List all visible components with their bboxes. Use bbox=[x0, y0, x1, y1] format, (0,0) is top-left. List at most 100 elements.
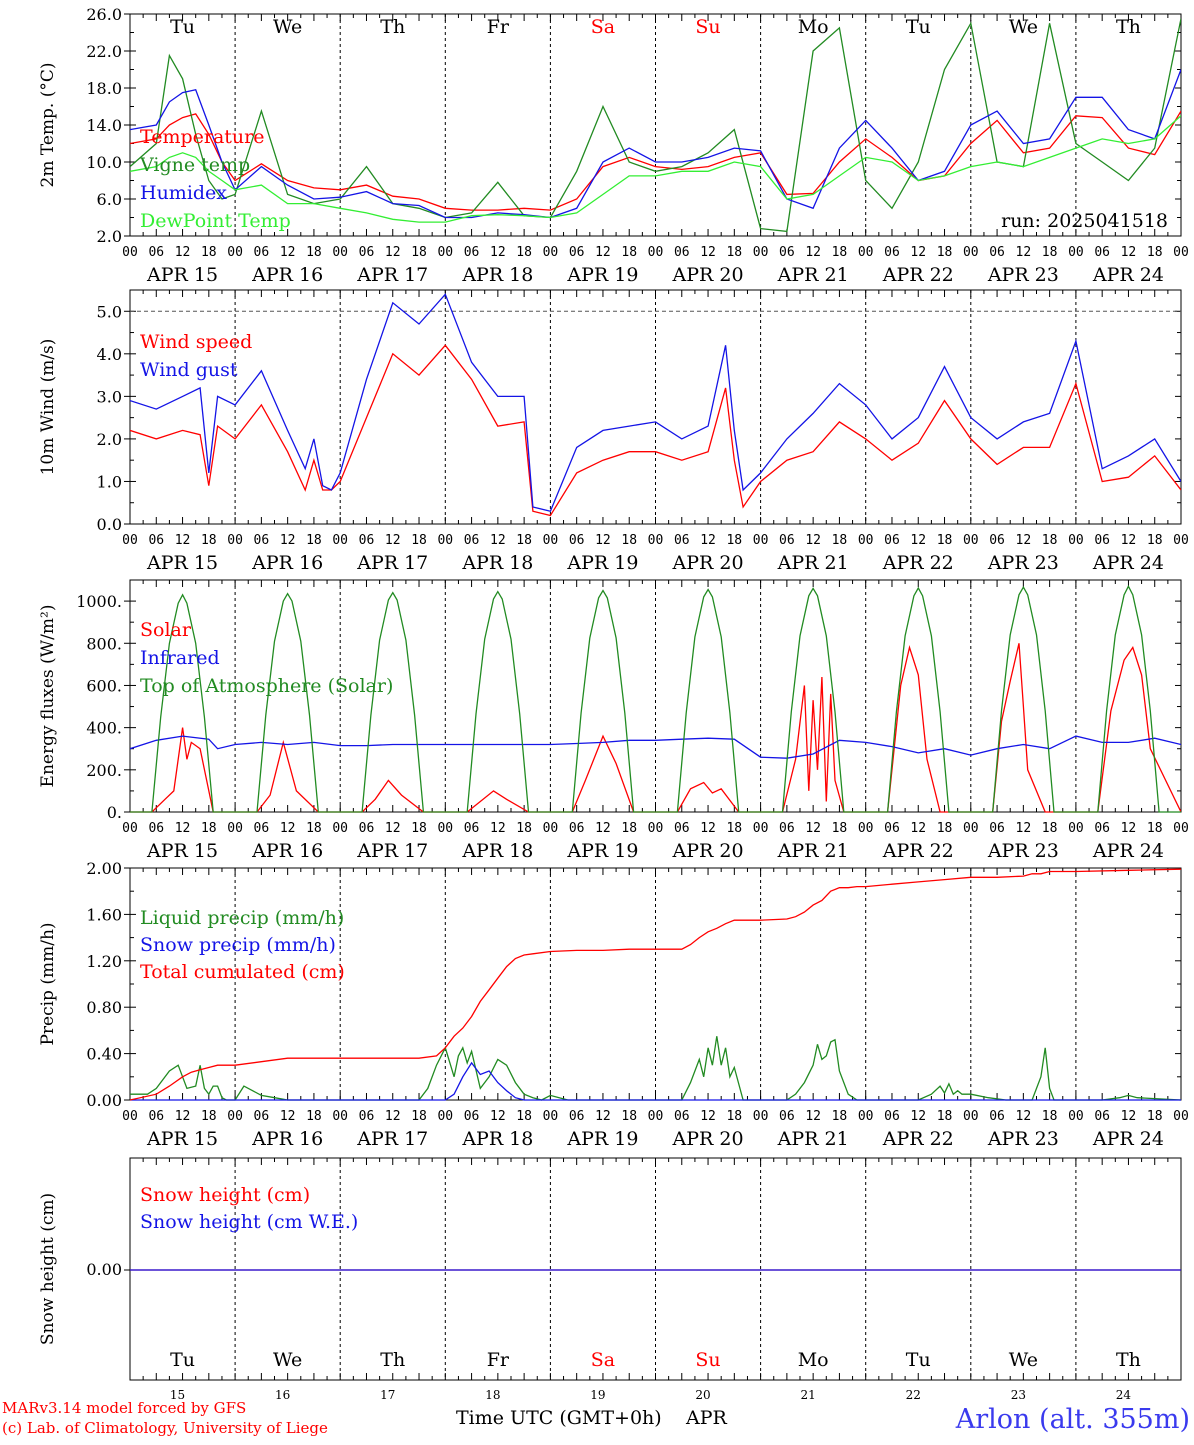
hour-tick-label: 12 bbox=[175, 821, 191, 836]
hour-tick-label: 00 bbox=[648, 533, 664, 548]
hour-tick-label: 06 bbox=[989, 821, 1005, 836]
x-axis-month: APR bbox=[685, 1407, 728, 1429]
hour-tick-label: 12 bbox=[910, 245, 926, 260]
hour-tick-label: 12 bbox=[910, 821, 926, 836]
y-tick-label: 200. bbox=[86, 761, 122, 780]
legend-entry: Total cumulated (cm) bbox=[140, 961, 345, 983]
hour-tick-label: 06 bbox=[359, 821, 375, 836]
hour-tick-label: 06 bbox=[148, 245, 164, 260]
hour-tick-label: 18 bbox=[411, 821, 427, 836]
series-line-1 bbox=[130, 110, 1181, 211]
y-tick-label: 0.80 bbox=[86, 998, 122, 1017]
hour-tick-label: 06 bbox=[779, 1109, 795, 1124]
hour-tick-label: 18 bbox=[726, 533, 742, 548]
y-tick-label: 800. bbox=[86, 634, 122, 653]
date-label: APR 23 bbox=[987, 840, 1059, 862]
hour-tick-label: 06 bbox=[1094, 1109, 1110, 1124]
date-label: APR 22 bbox=[882, 840, 954, 862]
y-axis-label: 10m Wind (m/s) bbox=[38, 339, 58, 476]
hour-tick-label: 00 bbox=[543, 821, 559, 836]
hour-tick-label: 12 bbox=[175, 1109, 191, 1124]
y-tick-label: 2.0 bbox=[97, 227, 122, 246]
hour-tick-label: 12 bbox=[1121, 533, 1137, 548]
hour-tick-label: 06 bbox=[779, 533, 795, 548]
legend-entry: Liquid precip (mm/h) bbox=[140, 907, 344, 929]
hour-tick-label: 06 bbox=[884, 821, 900, 836]
hour-tick-label: 06 bbox=[779, 245, 795, 260]
day-name: Tu bbox=[170, 16, 195, 38]
hour-tick-label: 12 bbox=[910, 1109, 926, 1124]
hour-tick-label: 00 bbox=[227, 245, 243, 260]
legend-entry: Temperature bbox=[140, 126, 264, 148]
x-axis-label: Time UTC (GMT+0h) bbox=[456, 1407, 662, 1429]
y-tick-label: 0.00 bbox=[86, 1091, 122, 1110]
date-label: APR 23 bbox=[987, 1128, 1059, 1150]
series-line-3 bbox=[130, 69, 1181, 219]
hour-tick-label: 06 bbox=[674, 821, 690, 836]
hour-tick-label: 18 bbox=[411, 1109, 427, 1124]
day-name: We bbox=[273, 16, 302, 38]
date-label: APR 15 bbox=[146, 840, 218, 862]
hour-tick-label: 06 bbox=[674, 1109, 690, 1124]
hour-tick-label: 06 bbox=[569, 821, 585, 836]
hour-tick-label: 00 bbox=[858, 533, 874, 548]
day-number: 19 bbox=[590, 1388, 605, 1402]
hour-tick-label: 18 bbox=[832, 821, 848, 836]
y-tick-label: 14.0 bbox=[86, 116, 122, 135]
hour-tick-label: 18 bbox=[937, 1109, 953, 1124]
hour-tick-label: 12 bbox=[700, 245, 716, 260]
hour-tick-label: 00 bbox=[858, 245, 874, 260]
date-label: APR 17 bbox=[356, 264, 428, 286]
hour-tick-label: 00 bbox=[858, 821, 874, 836]
y-axis-label: Precip (mm/h) bbox=[38, 922, 58, 1045]
hour-tick-label: 06 bbox=[779, 821, 795, 836]
hour-tick-label: 18 bbox=[1147, 245, 1163, 260]
y-tick-label: 18.0 bbox=[86, 79, 122, 98]
day-number: 16 bbox=[275, 1388, 290, 1402]
date-label: APR 24 bbox=[1092, 264, 1164, 286]
hour-tick-label: 18 bbox=[516, 821, 532, 836]
hour-tick-label: 00 bbox=[332, 1109, 348, 1124]
panel-4: 0.00 0.40 0.80 1.20 1.60 2.00 Precip (mm/h) Liq… bbox=[38, 859, 1189, 1150]
day-number: 22 bbox=[906, 1388, 921, 1402]
hour-tick-label: 12 bbox=[490, 821, 506, 836]
hour-tick-label: 06 bbox=[569, 1109, 585, 1124]
hour-tick-label: 00 bbox=[543, 1109, 559, 1124]
panel-3: 0. 200. 400. 600. 800. 1000. Energy fluxes (W/… bbox=[38, 579, 1189, 862]
hour-tick-label: 12 bbox=[385, 533, 401, 548]
date-label: APR 18 bbox=[461, 840, 533, 862]
hour-tick-label: 18 bbox=[516, 533, 532, 548]
hour-tick-label: 12 bbox=[1121, 245, 1137, 260]
series-line-1 bbox=[130, 643, 1181, 813]
hour-tick-label: 06 bbox=[1094, 533, 1110, 548]
hour-tick-label: 00 bbox=[1068, 821, 1084, 836]
day-name: Th bbox=[380, 1349, 405, 1371]
legend-entry: Wind speed bbox=[140, 331, 252, 353]
hour-tick-label: 12 bbox=[1016, 821, 1032, 836]
hour-tick-label: 18 bbox=[411, 533, 427, 548]
hour-tick-label: 06 bbox=[464, 245, 480, 260]
hour-tick-label: 12 bbox=[280, 245, 296, 260]
hour-tick-label: 00 bbox=[543, 533, 559, 548]
hour-tick-label: 00 bbox=[1173, 1109, 1189, 1124]
date-label: APR 16 bbox=[251, 1128, 323, 1150]
hour-tick-label: 18 bbox=[306, 821, 322, 836]
hour-tick-label: 12 bbox=[595, 533, 611, 548]
hour-tick-label: 00 bbox=[753, 821, 769, 836]
series-line-1 bbox=[130, 1036, 1181, 1101]
hour-tick-label: 00 bbox=[122, 1109, 138, 1124]
hour-tick-label: 00 bbox=[753, 245, 769, 260]
date-label: APR 19 bbox=[566, 552, 638, 574]
hour-tick-label: 12 bbox=[490, 1109, 506, 1124]
date-label: APR 17 bbox=[356, 840, 428, 862]
date-label: APR 21 bbox=[777, 1128, 849, 1150]
hour-tick-label: 00 bbox=[332, 245, 348, 260]
hour-tick-label: 18 bbox=[306, 1109, 322, 1124]
hour-tick-label: 12 bbox=[595, 1109, 611, 1124]
hour-tick-label: 12 bbox=[700, 1109, 716, 1124]
hour-tick-label: 00 bbox=[437, 533, 453, 548]
day-name: Th bbox=[380, 16, 405, 38]
hour-tick-label: 12 bbox=[805, 245, 821, 260]
day-name: Sa bbox=[591, 1349, 615, 1371]
hour-tick-label: 18 bbox=[1042, 245, 1058, 260]
